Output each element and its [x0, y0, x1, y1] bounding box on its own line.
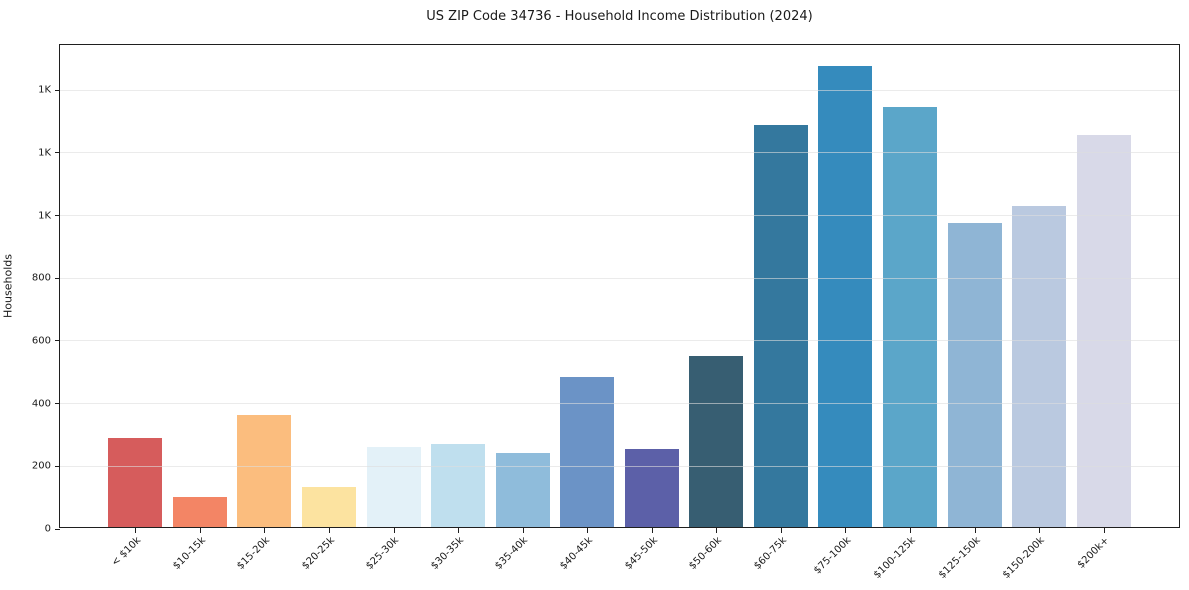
x-tick-label: $50-60k [687, 535, 725, 572]
bar-100-125k [883, 106, 938, 527]
bar-30-35k [431, 443, 486, 527]
x-tick-mark [135, 528, 137, 533]
x-tick-mark [910, 528, 912, 533]
bar-slot: $25-30k [361, 45, 426, 572]
y-axis-label: Households [1, 254, 15, 318]
x-tick-label: $25-30k [364, 535, 402, 572]
x-tick-label: $100-125k [871, 535, 918, 581]
x-tick-mark [780, 528, 782, 533]
y-tick-mark [55, 89, 60, 91]
bar-slot: $150-200k [1001, 45, 1072, 581]
bar-150-200k [1012, 205, 1067, 527]
x-tick-mark [716, 528, 718, 533]
x-tick-label: $10-15k [170, 535, 208, 572]
y-tick-label: 200 [31, 460, 51, 472]
x-tick-label: $150-200k [1001, 535, 1047, 581]
x-tick-label: $75-100k [811, 535, 854, 577]
y-tick-mark [55, 403, 60, 405]
y-tick-mark [55, 277, 60, 279]
y-tick-label: 1K [38, 147, 51, 159]
y-tick-label: 400 [31, 398, 51, 410]
bar-125-150k [947, 222, 1002, 527]
x-tick-mark [1039, 528, 1041, 533]
bars-layer: < $10k $10-15k $15-20k $20-25k $25-30k $30-35… [60, 45, 1179, 581]
x-tick-mark [974, 528, 976, 533]
chart-title: US ZIP Code 34736 - Household Income Dis… [426, 9, 813, 24]
bar-45-50k [624, 449, 679, 527]
bar-slot: $100-125k [872, 45, 943, 581]
x-tick-mark [587, 528, 589, 533]
x-tick-mark [651, 528, 653, 533]
y-tick-mark [55, 340, 60, 342]
bar-slot: $50-60k [684, 45, 749, 572]
y-tick-mark [55, 528, 60, 530]
x-tick-mark [328, 528, 330, 533]
y-tick-mark [55, 152, 60, 154]
x-tick-label: $125-150k [936, 535, 983, 581]
bar-slot: $45-50k [620, 45, 685, 572]
x-tick-mark [199, 528, 201, 533]
bar-slot: $15-20k [232, 45, 297, 572]
x-tick-label: $30-35k [428, 535, 466, 572]
y-tick-label: 600 [31, 335, 51, 347]
bar-200k [1076, 135, 1131, 527]
x-tick-label: $35-40k [493, 535, 531, 572]
bar-slot: $40-45k [555, 45, 620, 572]
x-tick-mark [1103, 528, 1105, 533]
x-tick-mark [522, 528, 524, 533]
bar-25-30k [366, 447, 421, 527]
bar-10-15k [172, 496, 227, 527]
bar-75-100k [818, 66, 873, 527]
y-tick-label: 1K [38, 84, 51, 96]
bar-40-45k [560, 377, 615, 527]
bar-slot: $20-25k [297, 45, 362, 572]
bar-slot: $60-75k [749, 45, 814, 572]
y-tick-mark [55, 215, 60, 217]
x-tick-label: $60-75k [751, 535, 789, 572]
bar-50-60k [689, 356, 744, 527]
bar-10k [108, 437, 163, 527]
x-tick-label: < $10k [109, 535, 144, 569]
plot-area: 0 200 400 600 800 1K 1K 1K < $10k $10-15k $15-20k… [32, 44, 1180, 581]
y-tick-mark [55, 465, 60, 467]
y-tick-label: 0 [44, 523, 51, 535]
bar-slot: $75-100k [812, 45, 878, 576]
bar-slot: $125-150k [936, 45, 1007, 581]
x-tick-label: $40-45k [558, 535, 595, 572]
bar-60-75k [753, 124, 808, 527]
y-tick-label: 1K [38, 210, 51, 222]
bar-slot: $200k+ [1071, 45, 1136, 571]
x-tick-mark [845, 528, 847, 533]
x-tick-label: $15-20k [235, 535, 273, 572]
x-tick-label: $200k+ [1075, 535, 1112, 571]
x-tick-mark [458, 528, 460, 533]
bar-slot: $30-35k [426, 45, 491, 572]
x-tick-mark [264, 528, 266, 533]
bar-slot: < $10k [103, 45, 168, 569]
x-tick-label: $20-25k [299, 535, 337, 572]
bar-slot: $10-15k [168, 45, 233, 572]
bar-20-25k [301, 487, 356, 527]
bar-slot: $35-40k [490, 45, 555, 572]
x-tick-mark [393, 528, 395, 533]
y-tick-label: 800 [31, 272, 51, 284]
bar-15-20k [237, 415, 292, 527]
x-tick-label: $45-50k [622, 535, 660, 572]
bar-35-40k [495, 453, 550, 527]
